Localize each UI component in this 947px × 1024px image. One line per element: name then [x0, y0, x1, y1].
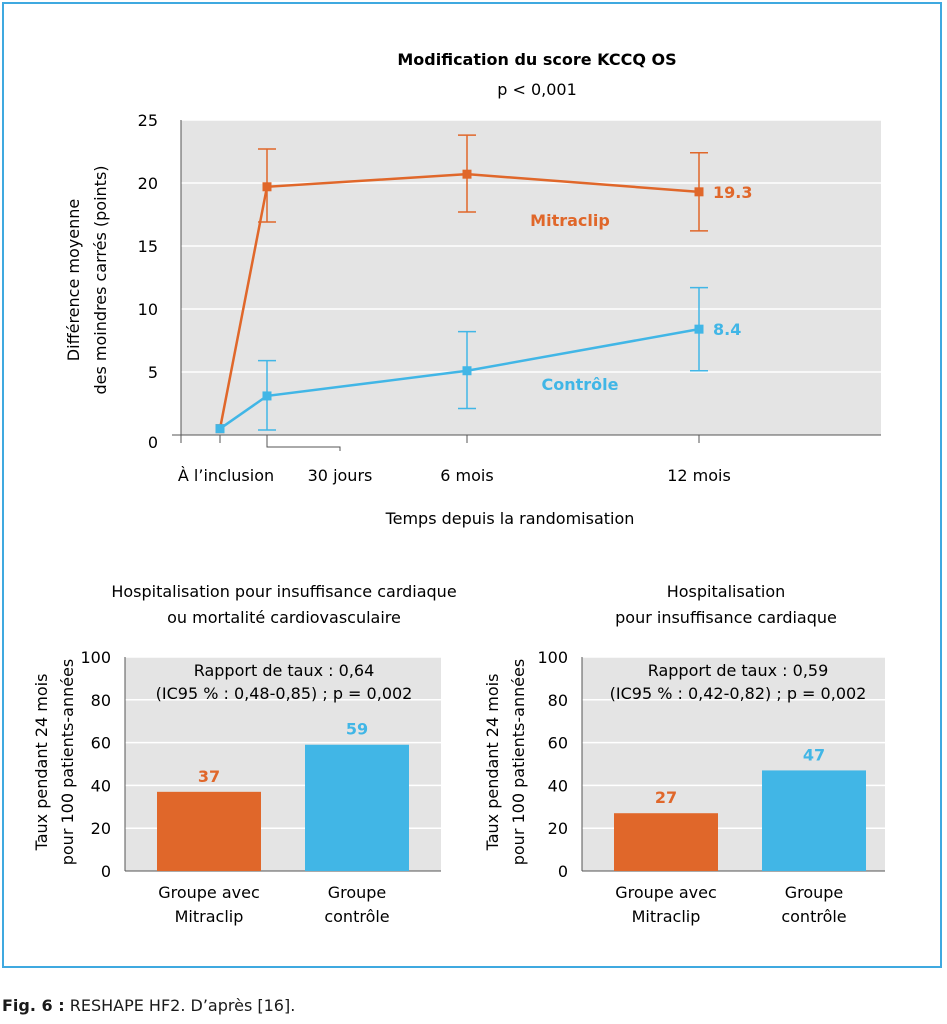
y-axis-label: pour 100 patients-années — [509, 659, 528, 866]
category-label: contrôle — [324, 907, 389, 926]
y-axis-label-line2: des moindres carrés (points) — [91, 165, 110, 394]
y-axis-label: Taux pendant 24 mois — [32, 674, 51, 852]
data-point — [262, 182, 272, 192]
plot-background — [181, 120, 881, 435]
chart-subtitle: p < 0,001 — [497, 80, 577, 99]
series-label: Mitraclip — [530, 211, 610, 230]
bar-chart-title: ou mortalité cardiovasculaire — [167, 608, 401, 627]
y-tick-label: 100 — [537, 648, 568, 667]
rate-ratio-annotation: (IC95 % : 0,42-0,82) ; p = 0,002 — [610, 684, 867, 703]
rate-ratio-annotation: Rapport de taux : 0,64 — [194, 661, 375, 680]
y-tick-label: 0 — [558, 862, 568, 881]
bar-chart-title: Hospitalisation pour insuffisance cardia… — [111, 582, 456, 601]
x-tick-label: À l’inclusion — [178, 466, 274, 485]
category-label: Mitraclip — [632, 907, 701, 926]
bar — [305, 744, 409, 871]
category-label: Groupe avec — [615, 883, 717, 902]
chart-title: Modification du score KCCQ OS — [397, 50, 676, 69]
bar-value-label: 27 — [655, 788, 677, 807]
figure-frame — [2, 2, 942, 968]
bar — [762, 770, 866, 871]
category-label: contrôle — [781, 907, 846, 926]
data-point — [215, 424, 225, 434]
category-label: Groupe avec — [158, 883, 260, 902]
y-tick-label: 20 — [91, 819, 111, 838]
bar — [157, 791, 261, 871]
bar-chart-title: pour insuffisance cardiaque — [615, 608, 837, 627]
caption-label: Fig. 6 : — [2, 996, 65, 1015]
y-axis-label: pour 100 patients-années — [58, 659, 77, 866]
y-tick-label: 80 — [91, 691, 111, 710]
figure-caption: Fig. 6 : RESHAPE HF2. D’après [16]. — [2, 996, 295, 1015]
y-tick-label: 10 — [138, 300, 158, 319]
y-tick-label: 20 — [548, 819, 568, 838]
y-tick-label: 40 — [548, 776, 568, 795]
series-end-label: 19.3 — [713, 183, 752, 202]
y-axis-label-line1: Différence moyenne — [64, 199, 83, 361]
x-tick-label: 12 mois — [667, 466, 731, 485]
category-label: Groupe — [785, 883, 844, 902]
y-tick-label: 100 — [80, 648, 111, 667]
y-tick-label: 40 — [91, 776, 111, 795]
x-tick-label: 30 jours — [308, 466, 373, 485]
y-tick-label: 25 — [138, 111, 158, 130]
rate-ratio-annotation: (IC95 % : 0,48-0,85) ; p = 0,002 — [156, 684, 413, 703]
series-end-label: 8.4 — [713, 320, 741, 339]
bar-value-label: 59 — [346, 720, 368, 739]
series-line — [218, 172, 700, 429]
y-tick-label: 0 — [148, 433, 158, 452]
kccq-line-chart: 0 5 10 15 20 25 À l’inclusion 30 jours 6 mois 12 … — [64, 50, 881, 528]
x-axis-label: Temps depuis la randomisation — [385, 509, 635, 528]
y-axis-label: Taux pendant 24 mois — [483, 674, 502, 852]
y-tick-label: 60 — [548, 734, 568, 753]
y-tick-label: 80 — [548, 691, 568, 710]
x-tick-label: 6 mois — [440, 466, 493, 485]
caption-text: RESHAPE HF2. D’après [16]. — [69, 996, 296, 1015]
y-tick-label: 15 — [138, 237, 158, 256]
y-tick-label: 20 — [138, 174, 158, 193]
category-label: Mitraclip — [175, 907, 244, 926]
y-tick-label: 0 — [101, 862, 111, 881]
data-point — [694, 187, 704, 197]
data-point — [694, 324, 704, 334]
category-label: Groupe — [328, 883, 387, 902]
bar-chart-hospitalisation: Hospitalisation pour insuffisance cardiaq… — [483, 582, 885, 926]
data-point — [462, 169, 472, 179]
y-tick-label: 5 — [148, 363, 158, 382]
bar — [614, 813, 718, 871]
x-tick-bracket-30-jours — [266, 435, 341, 451]
series-line — [219, 327, 700, 430]
bar-value-label: 47 — [803, 745, 825, 764]
data-point — [462, 366, 472, 376]
bar-value-label: 37 — [198, 767, 220, 786]
rate-ratio-annotation: Rapport de taux : 0,59 — [648, 661, 829, 680]
bar-chart-hospitalisation-mortalite: Hospitalisation pour insuffisance cardia… — [32, 582, 457, 926]
y-tick-label: 60 — [91, 734, 111, 753]
series-label: Contrôle — [542, 375, 619, 394]
bar-chart-title: Hospitalisation — [667, 582, 786, 601]
data-point — [262, 391, 272, 401]
